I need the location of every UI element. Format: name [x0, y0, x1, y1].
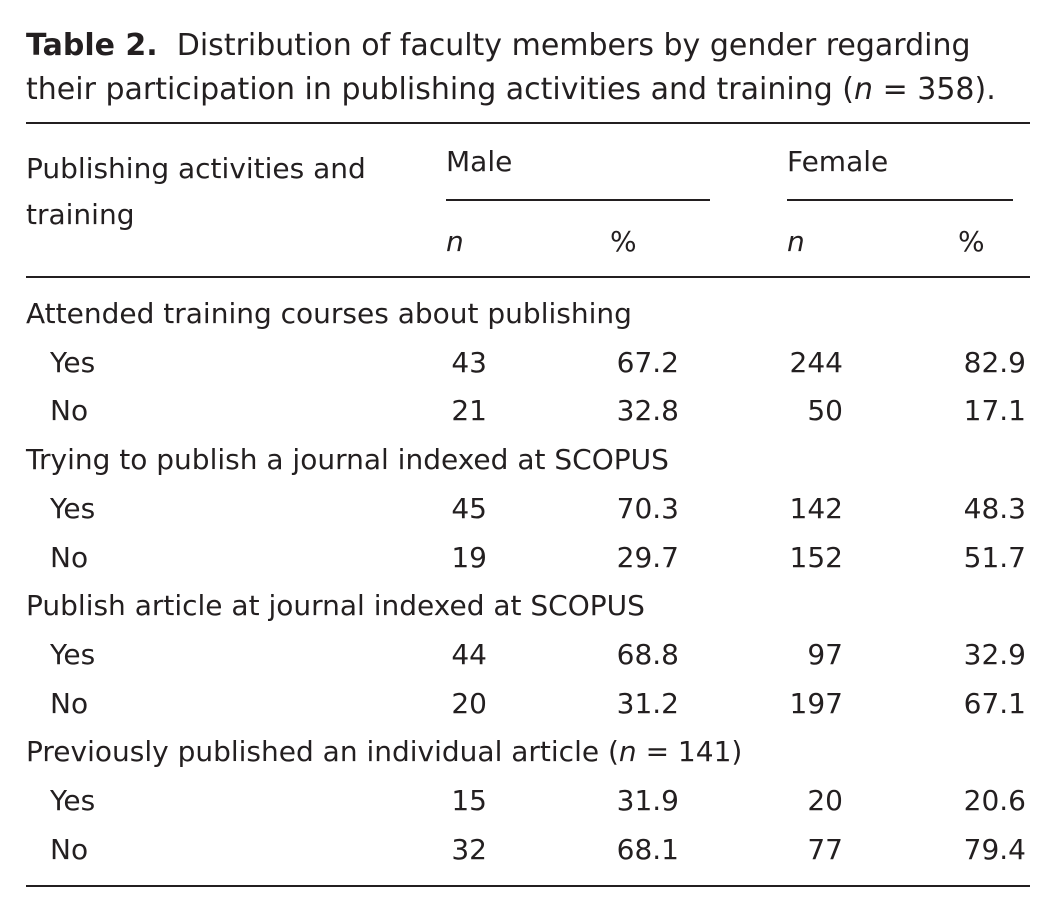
- group-rule: [787, 199, 1013, 201]
- group-label-text: Previously published an individual artic…: [26, 735, 619, 769]
- cell-value: 15: [451, 784, 487, 817]
- row-label: No: [50, 394, 89, 428]
- group-header: Female: [787, 145, 889, 178]
- cell-value: 32.8: [616, 394, 679, 428]
- caption-label: Table 2.: [26, 28, 158, 63]
- caption: Table 2. Distribution of faculty members…: [26, 24, 1026, 112]
- group-label: Previously published an individual artic…: [26, 738, 742, 766]
- group-label: Trying to publish a journal indexed at S…: [26, 446, 669, 474]
- cell-value: 68.8: [616, 637, 679, 671]
- cell-value: 20: [807, 784, 843, 817]
- group-label: Publish article at journal indexed at SC…: [26, 592, 645, 620]
- subheader: %: [610, 225, 637, 258]
- cell-value: 67.1: [963, 686, 1026, 720]
- row-label: No: [50, 832, 89, 866]
- group-label-text: Attended training courses about publishi…: [26, 297, 632, 330]
- cell-value: 51.7: [963, 540, 1026, 574]
- cell-value: 97: [807, 637, 843, 671]
- cell-value: 77: [807, 832, 843, 866]
- cell-value: 45: [451, 491, 487, 525]
- cell-value: 152: [789, 540, 843, 574]
- top-rule: [26, 122, 1030, 124]
- cell-value: 29.7: [616, 540, 679, 574]
- cell-value: 20.6: [963, 784, 1026, 817]
- cell-value: 43: [451, 345, 487, 379]
- cell-value: 21: [451, 394, 487, 428]
- cell-value: 79.4: [963, 832, 1026, 866]
- cell-value: 31.9: [616, 784, 679, 817]
- group-label-text: = 141): [636, 735, 743, 769]
- subheader: n: [787, 225, 805, 258]
- cell-value: 32: [451, 832, 487, 866]
- subheader: %: [958, 225, 985, 258]
- row-label: Yes: [50, 345, 96, 379]
- cell-value: 17.1: [963, 394, 1026, 428]
- cell-value: 20: [451, 686, 487, 720]
- cell-value: 82.9: [963, 345, 1026, 379]
- row-label: Yes: [50, 491, 96, 525]
- row-label: No: [50, 686, 89, 720]
- group-label-text: Publish article at journal indexed at SC…: [26, 589, 645, 623]
- group-label-text: Trying to publish a journal indexed at S…: [26, 443, 669, 477]
- cell-value: 197: [789, 686, 843, 720]
- group-label-italic: n: [618, 735, 637, 769]
- row-label: No: [50, 540, 89, 574]
- cell-value: 19: [451, 540, 487, 574]
- caption-text: = 358).: [873, 72, 996, 107]
- row-label: Yes: [50, 637, 96, 671]
- cell-value: 244: [789, 345, 843, 379]
- cell-value: 50: [807, 394, 843, 428]
- caption-text: Distribution of faculty members by gende…: [26, 28, 971, 107]
- header-rule: [26, 276, 1030, 278]
- row-header: Publishing activities and training: [26, 152, 366, 231]
- cell-value: 68.1: [616, 832, 679, 866]
- cell-value: 67.2: [616, 345, 679, 379]
- group-label: Attended training courses about publishi…: [26, 300, 632, 328]
- subheader: n: [446, 225, 464, 258]
- cell-value: 70.3: [616, 491, 679, 525]
- cell-value: 32.9: [963, 637, 1026, 671]
- group-header: Male: [446, 145, 513, 178]
- cell-value: 142: [789, 491, 843, 525]
- row-label: Yes: [50, 784, 96, 817]
- group-rule: [446, 199, 710, 201]
- caption-italic: n: [854, 72, 874, 107]
- cell-value: 31.2: [616, 686, 679, 720]
- cell-value: 48.3: [963, 491, 1026, 525]
- cell-value: 44: [451, 637, 487, 671]
- bottom-rule: [26, 885, 1030, 887]
